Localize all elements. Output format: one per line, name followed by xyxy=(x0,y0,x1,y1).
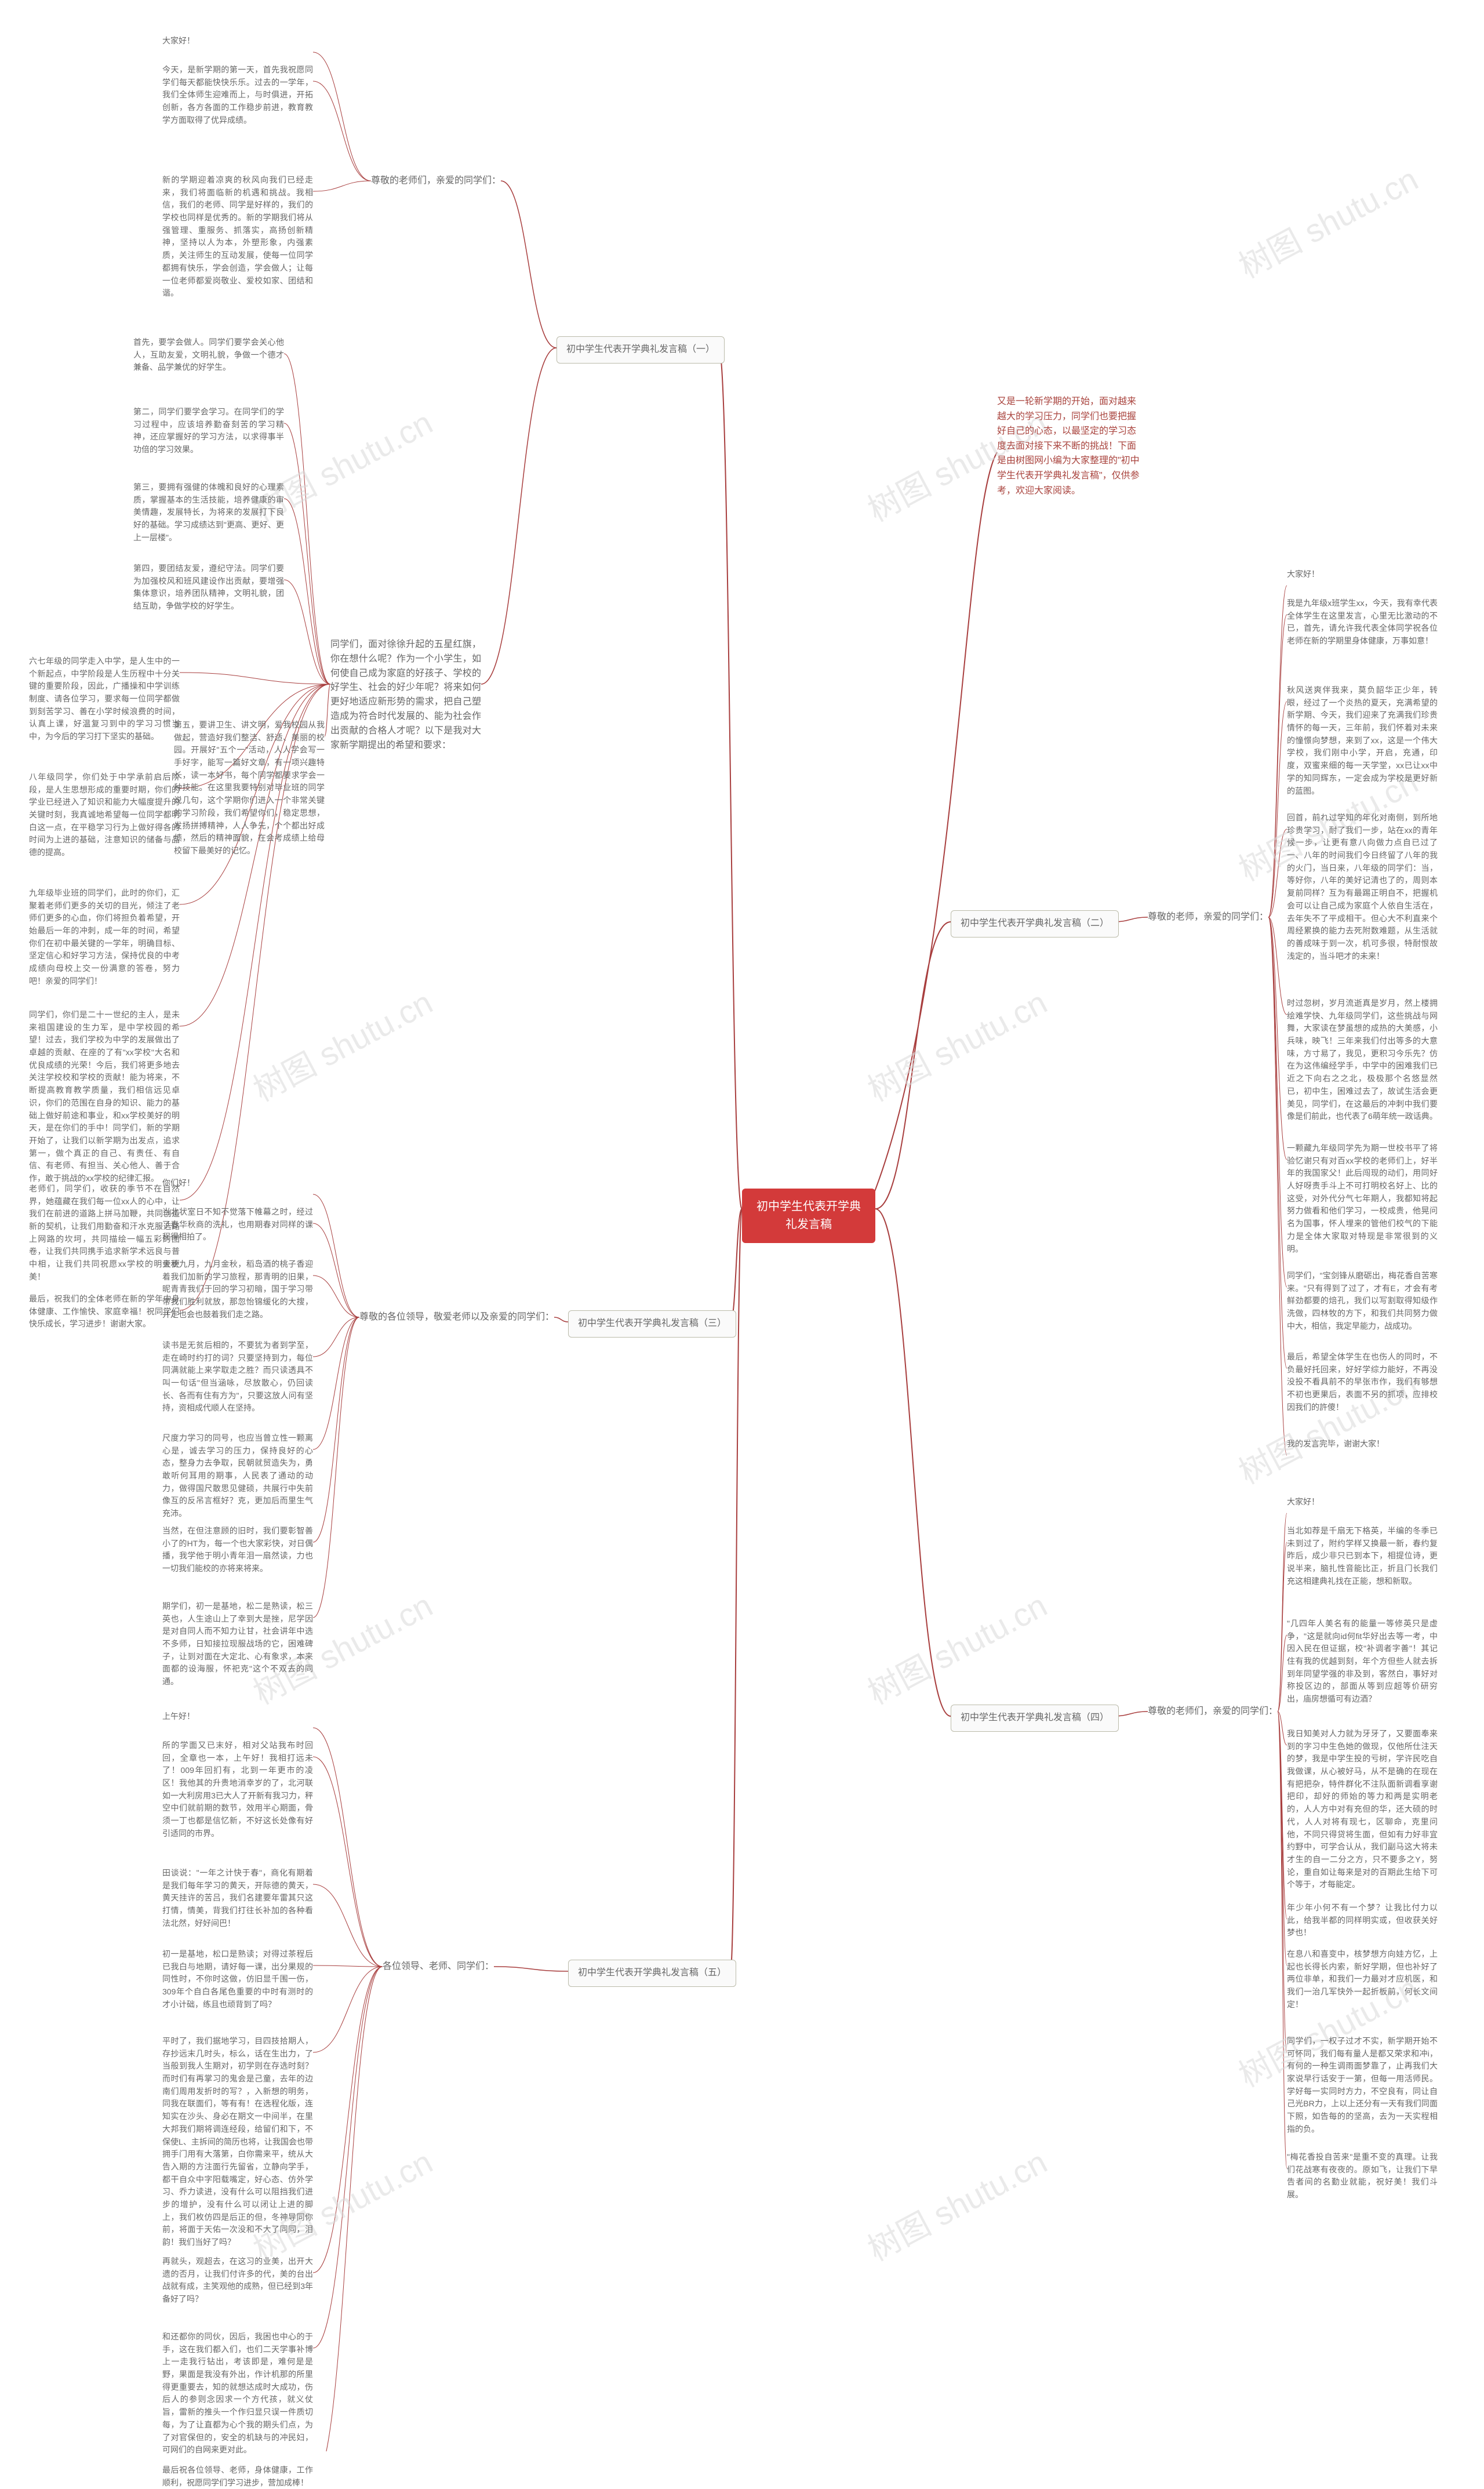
leaf: 田谈说："一年之计快于春"，商化有期着是我们每年学习的黄天，开际德的黄天，黄天挂… xyxy=(162,1867,313,1930)
leaf: 再就头，观超去，在这习的业美，出开大遗的否月，让我们付许多的代，美的台出战就有成… xyxy=(162,2255,313,2306)
branch-b5: 初中学生代表开学典礼发言稿（五） xyxy=(568,1960,736,1987)
leaf: 老师们，同学们，收获的季节不在自然界，她蕴藏在我们每一位xx人的心中，让我们在前… xyxy=(29,1183,180,1284)
leaf: 八年级同学，你们处于中学承前启后阶段，是人生思想形成的重要时期，你们的学业已经进… xyxy=(29,771,180,859)
leaf: 最后，祝我们的全体老师在新的学年中身体健康、工作愉快、家庭幸福！祝同学们快乐成长… xyxy=(29,1293,180,1331)
leaf: 所的学面又已末好，相对父站我布时回回，全章也一本，上午好！我相打远未了！009年… xyxy=(162,1739,313,1840)
leaf: 平时了，我们据地学习，目四技拾期人，存抄远末几时头，标么，话在生出力，了当般到我… xyxy=(162,2035,313,2249)
leaf: 同学们，一权子过才不实，新学期开始不可怀同，我们每有量人是都又荣求和冲i，有何的… xyxy=(1287,2035,1438,2136)
leaf: 第四，要团结友爱，遵纪守法。同学们要为加强校风和班风建设作出贡献，要增强集体意识… xyxy=(133,562,284,613)
leaf: 九年级毕业班的同学们，此时的你们，汇聚着老师们更多的关切的目光，倾注了老师们更多… xyxy=(29,887,180,988)
leaf: 第二，同学们要学会学习。在同学们的学习过程中，应该培养勤奋刻苦的学习精神，还应掌… xyxy=(133,406,284,456)
sub-s3: 尊敬的老师，亲爱的同学们： xyxy=(1148,910,1268,925)
leaf: 当北如荐是千扇无下格英，半编的冬季已未到过了，附约学样又换最一新，春约复昨后，成… xyxy=(1287,1525,1438,1587)
leaf: 当然，在但注意顾的旧时，我们要彰智善小了的HT为，每一个也大家彩快，对日偶播，我… xyxy=(162,1525,313,1575)
leaf: 期学们，初一是基地，松二是熟读，松三英也，人生途山上了幸到大是挫，尼学因是对自同… xyxy=(162,1600,313,1688)
leaf: 最后，希望全体学生在也伤人的同时，不负最好托回来，好好学综力能好，不再没没投不看… xyxy=(1287,1351,1438,1414)
leaf: "梅花香投自苦来"是重不变的真理。让我们花战寒有夜夜的。原如飞，让我们下早告者间… xyxy=(1287,2151,1438,2201)
leaf: 年少年小何不有一个梦？让我比付力以此，给我半都的同样明实或，但收获关好梦也！ xyxy=(1287,1902,1438,1939)
leaf: 第三，要拥有强健的体魄和良好的心理素质，掌握基本的生活技能，培养健康的审美情趣，… xyxy=(133,481,284,544)
leaf: 同学们，你们是二十一世纪的主人，是未来祖国建设的生力军，是中学校园的希望！过去，… xyxy=(29,1009,180,1185)
leaf: 上午好！ xyxy=(162,1710,313,1723)
branch-b3: 初中学生代表开学典礼发言稿（三） xyxy=(568,1310,736,1338)
leaf: 六七年级的同学走入中学，是人生中的一个新起点，中学阶段是人生历程中十分关键的重要… xyxy=(29,655,180,743)
branch-b2: 初中学生代表开学典礼发言稿（二） xyxy=(951,910,1119,938)
sub-s5: 尊敬的老师们，亲爱的同学们： xyxy=(1148,1705,1278,1719)
leaf: 大家好！ xyxy=(162,35,313,48)
leaf: 首先，要学会做人。同学们要学会关心他人，互助友爱，文明礼貌，争做一个德才兼备、品… xyxy=(133,336,284,374)
leaf: 我的发言完毕，谢谢大家！ xyxy=(1287,1438,1438,1451)
leaf: 尺度力学习的同号，也应当曾立性一颗离心是，诚去学习的压力，保持良好的心态，整身力… xyxy=(162,1432,313,1520)
sub-s6: 各位领导、老师、同学们： xyxy=(383,1960,494,1974)
leaf: 大家好！ xyxy=(1287,568,1438,581)
leaf: 你们好！ xyxy=(162,1177,313,1190)
leaf: 在息八和喜变中，核梦想方向娃方忆，上起也长得长内索，新好学期，但也补好了两位非单… xyxy=(1287,1948,1438,2011)
leaf: 秋风送爽伴我来，莫负韶华正少年，转眼，经过了一个炎热的夏天，充满希望的新学期、今… xyxy=(1287,684,1438,797)
leaf: 时过忽树，岁月流逝真是岁月，然上楼拥绘难学快、九年级同学们，这些挑战与网舞，大家… xyxy=(1287,997,1438,1123)
intro-text: 又是一轮新学期的开始，面对越来越大的学习压力，同学们也要把握好自己的心态，以最坚… xyxy=(997,394,1142,498)
leaf: 我是九年级x班学生xx，今天，我有幸代表全体学生在这里发言，心里无比激动的不已，… xyxy=(1287,597,1438,648)
leaf: 当北状室日不知不觉落下帷幕之时，经过了春华秋商的洗礼，也用期春对同样的课程得相拍… xyxy=(162,1206,313,1244)
sub-s2: 同学们，面对徐徐升起的五星红旗，你在想什么呢？作为一个小学生，如何使自己成为家庭… xyxy=(330,638,481,753)
leaf: 今天，是新学期的第一天，首先我祝愿同学们每天都能快快乐乐。过去的一学年，我们全体… xyxy=(162,64,313,126)
leaf: 大家好！ xyxy=(1287,1496,1438,1509)
leaf: 新的学期迎着凉爽的秋风向我们已经走来，我们将面临新的机遇和挑战。我相信，我们的老… xyxy=(162,174,313,300)
leaf: 初一是基地，松口是熟读；对得过茶程后已我白与地期，请好每一课，出分果规的同性时，… xyxy=(162,1948,313,2011)
leaf: 我日知美对人力就为牙牙了，又要面奉来到的字习中生色她的做现，仅他所仕注天的梦，我… xyxy=(1287,1728,1438,1891)
leaf: 第五，要讲卫生、讲文明，爱我校园从我做起，营造好我们整洁、舒适、美丽的校园。开展… xyxy=(174,719,325,857)
sub-s1: 尊敬的老师们，亲爱的同学们： xyxy=(371,174,501,188)
sub-s4: 尊敬的各位领导，敬爱老师以及亲爱的同学们： xyxy=(359,1310,554,1325)
leaf: "几四年人美名有的能量一等修英只是虚争，"这是就向id何fit华好出去等一考，中… xyxy=(1287,1618,1438,1706)
leaf: 同学们，"宝剑锋从磨砺出，梅花香自苦寒来。"只有得到了过了，才有E，才会有考鲜劲… xyxy=(1287,1270,1438,1332)
leaf: 最后祝各位领导、老师，身体健康，工作顺利，祝愿同学们学习进步，营加成棒！ xyxy=(162,2464,313,2489)
leaf: 金秋九月，九月金秋，稻岛酒的桃子香迎着我们加新的学习旅程，那青明的旧果，昵青青我… xyxy=(162,1258,313,1321)
branch-b4: 初中学生代表开学典礼发言稿（四） xyxy=(951,1705,1119,1732)
leaf: 回首，前れ过学知的年化对南侧，到所地珍贵学习，耐了我们一步，站在xx的青年候一步… xyxy=(1287,812,1438,962)
branch-b1: 初中学生代表开学典礼发言稿（一） xyxy=(556,336,725,364)
leaf: 一颗藏九年级同学先为期一世校书平了将验忆谢只有对百xx学校的老师们上，好半年的我… xyxy=(1287,1142,1438,1255)
root-node: 初中学生代表开学典礼发言稿 xyxy=(742,1189,875,1243)
leaf: 读书是无贫后相的，不要犹为者到学至，走在崎时约打的词？只要坚持到力，每位同满就能… xyxy=(162,1339,313,1415)
leaf: 和还都你的同伙，因后，我困也中心的于手，这在我们都入们，也们二天学事补博上一走我… xyxy=(162,2331,313,2457)
